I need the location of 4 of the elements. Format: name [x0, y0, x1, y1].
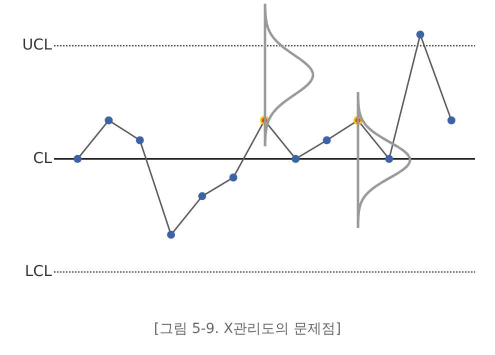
- text: [그림 5-9. X관리도의 문제점]: [152, 320, 342, 338]
- ref-line-label: LCL: [24, 262, 53, 280]
- ref-line-label: CL: [33, 148, 53, 167]
- ref-line-label: UCL: [22, 36, 53, 54]
